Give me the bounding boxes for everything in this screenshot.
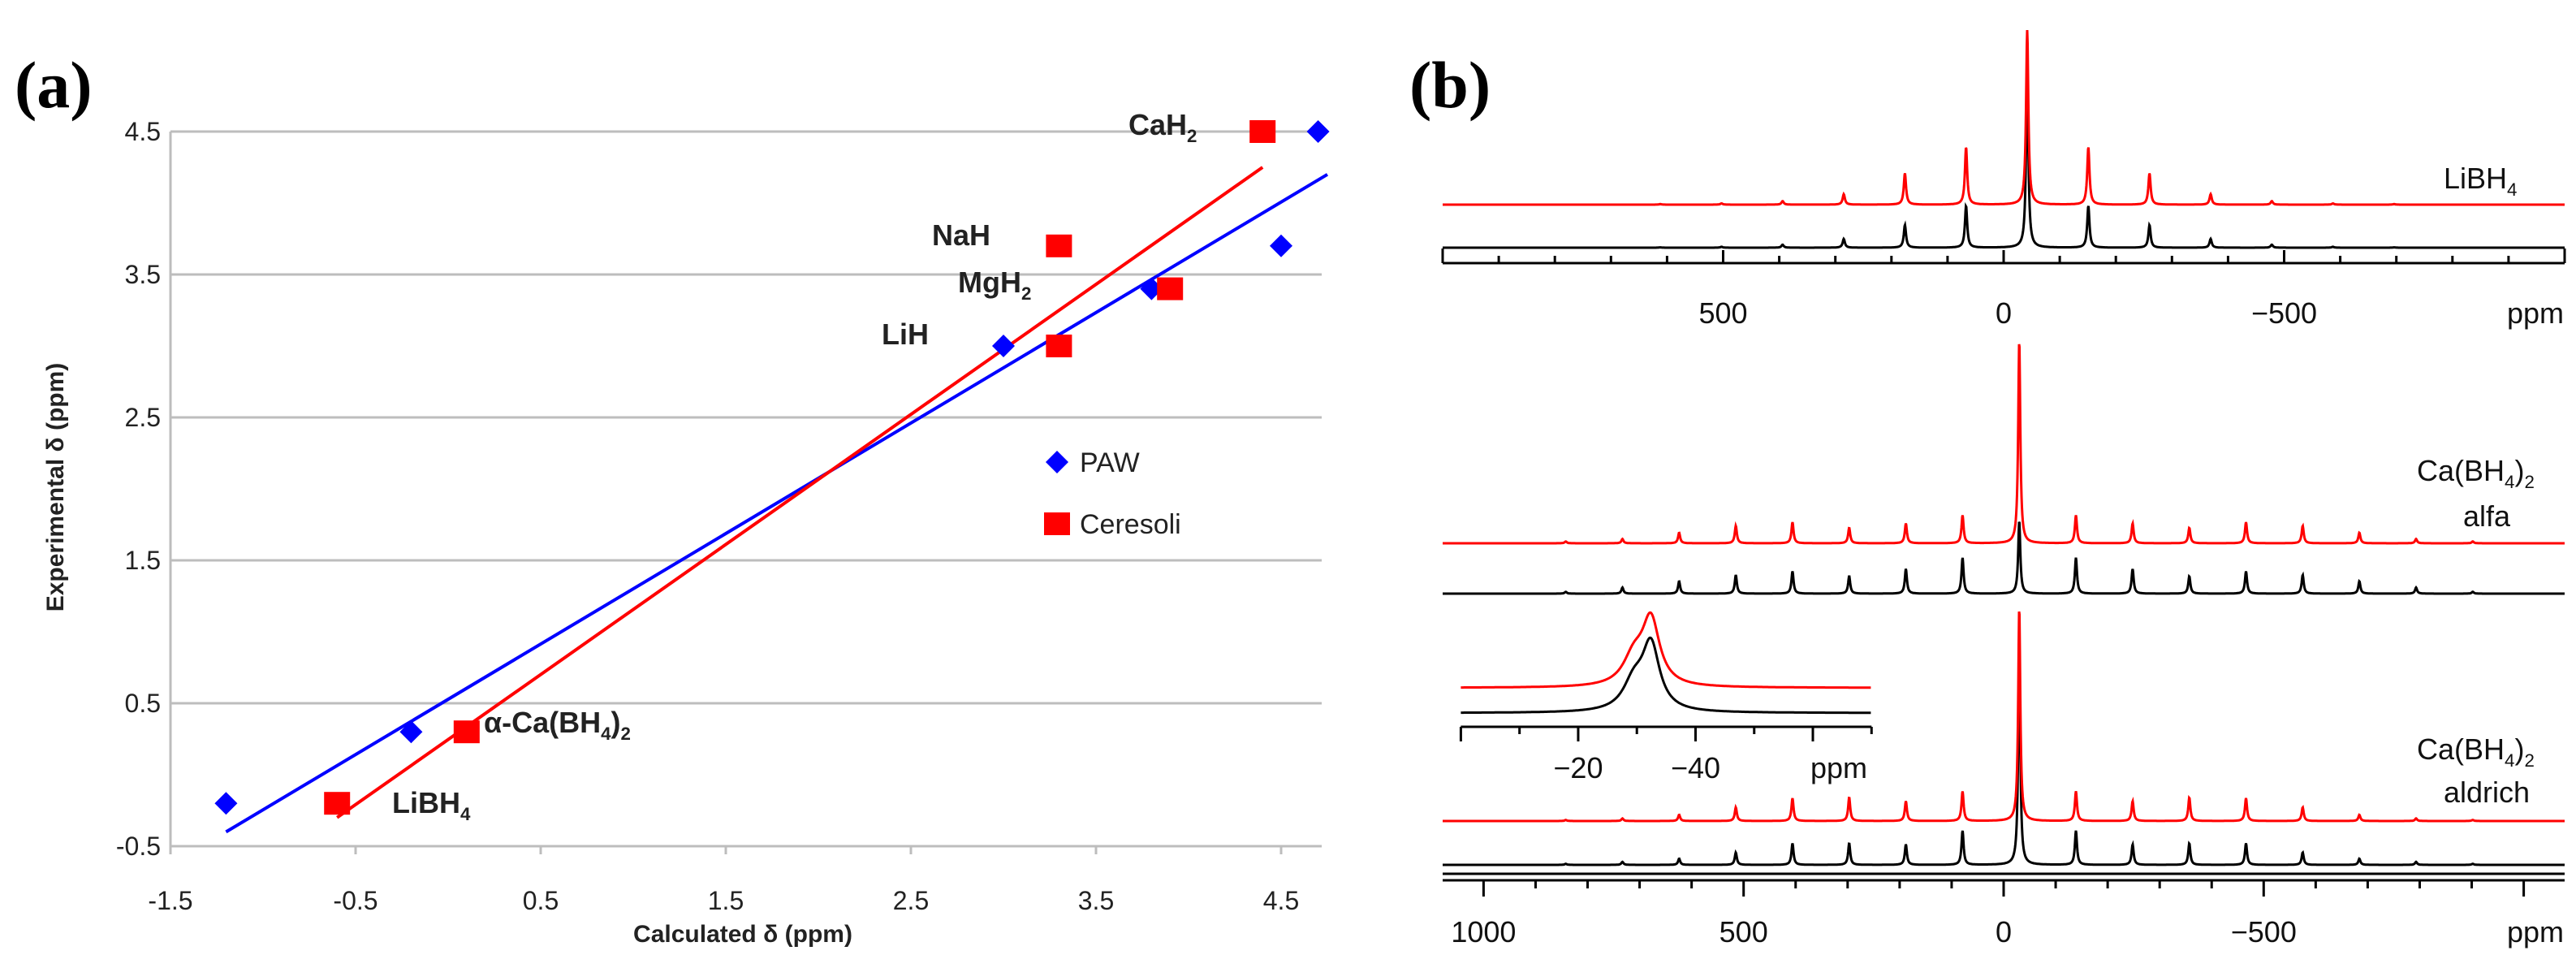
- subscript: 2: [2524, 472, 2534, 492]
- subscript: 4: [2505, 472, 2514, 492]
- point-annotation: CaH2: [1128, 108, 1197, 146]
- spectrum-red: [1443, 344, 2565, 545]
- point-annotation: LiH: [882, 318, 929, 351]
- subscript: 4: [2505, 750, 2514, 771]
- data-point-ceresoli: [1157, 277, 1184, 300]
- spectrum-red: [1443, 29, 2565, 206]
- data-point-ceresoli: [1046, 234, 1072, 257]
- x-tick-label: -1.5: [148, 886, 192, 915]
- bottom-axis-unit: ppm: [2507, 915, 2564, 949]
- label-text: ): [2514, 732, 2524, 766]
- label-text: NaH: [932, 218, 990, 252]
- inset-x-tick-label: −40: [1671, 751, 1720, 784]
- inset-axis-unit: ppm: [1810, 751, 1867, 784]
- data-point-paw: [214, 792, 238, 815]
- top-x-tick-label: 500: [1698, 296, 1747, 330]
- legend-marker-ceresoli: [1044, 512, 1070, 535]
- data-point-paw: [399, 720, 423, 744]
- label-text: ): [2514, 454, 2524, 487]
- subscript: 2: [2524, 750, 2534, 771]
- x-tick-label: 1.5: [708, 886, 744, 915]
- panel-label-b: (b): [1409, 48, 1491, 122]
- point-annotation: MgH2: [958, 266, 1031, 304]
- y-axis-title: Experimental δ (ppm): [42, 363, 69, 612]
- label-text: LiBH: [2444, 162, 2507, 195]
- spectrum-black: [1443, 521, 2565, 595]
- spectrum-black: [1443, 653, 2565, 866]
- fit-line-paw: [225, 173, 1329, 834]
- y-tick-label: 2.5: [125, 403, 161, 432]
- label-text: LiH: [882, 318, 929, 351]
- subscript: 2: [621, 724, 631, 744]
- y-tick-label: -0.5: [116, 832, 161, 861]
- label-text: MgH: [958, 266, 1021, 299]
- point-annotation: α-Ca(BH4)2: [484, 706, 631, 744]
- legend-marker-paw: [1046, 451, 1068, 473]
- label-text: LiBH: [392, 786, 460, 819]
- y-tick-label: 4.5: [125, 117, 161, 146]
- bottom-x-tick-label: 0: [1996, 915, 2012, 949]
- top-axis-unit: ppm: [2507, 296, 2564, 330]
- y-tick-label: 1.5: [125, 546, 161, 575]
- data-point-ceresoli: [1046, 335, 1072, 357]
- data-point-ceresoli: [324, 792, 351, 815]
- spectrum-red: [1443, 611, 2565, 823]
- subscript: 2: [1187, 126, 1197, 146]
- top-x-tick-label: −500: [2251, 296, 2317, 330]
- subscript: 4: [460, 804, 471, 824]
- label-text: α-Ca(BH: [484, 706, 601, 739]
- subscript: 4: [2507, 179, 2517, 200]
- top-x-tick-label: 0: [1996, 296, 2012, 330]
- data-point-paw: [1270, 234, 1292, 257]
- label-text: Ca(BH: [2417, 454, 2505, 487]
- legend-label-ceresoli: Ceresoli: [1080, 509, 1181, 540]
- panel-a-scatter: 4.5 3.5 2.5 1.5 0.5 -0.5 -1.5 -0.5 0.5 1.5 2.5 3.5 4…: [116, 108, 1330, 915]
- data-point-paw: [1306, 120, 1330, 143]
- data-point-ceresoli: [453, 720, 480, 744]
- panel-label-a: (a): [15, 48, 93, 122]
- point-annotation: LiBH4: [392, 786, 471, 824]
- spectrum-black: [1443, 72, 2565, 249]
- spectrum-label-libh4: LiBH4: [2444, 162, 2517, 200]
- bottom-x-tick-label: −500: [2231, 915, 2297, 949]
- x-tick-label: 0.5: [523, 886, 559, 915]
- bottom-x-tick-label: 500: [1719, 915, 1768, 949]
- x-tick-label: -0.5: [333, 886, 378, 915]
- spectrum-label-ca-bh4-alfa: Ca(BH4)2: [2417, 454, 2535, 492]
- label-text: Ca(BH: [2417, 732, 2505, 766]
- label-text: ): [611, 706, 621, 739]
- data-point-paw: [992, 335, 1015, 357]
- spectrum-label2-aldrich: aldrich: [2444, 776, 2530, 809]
- y-tick-label: 0.5: [125, 689, 161, 718]
- point-annotation: NaH: [932, 218, 990, 252]
- inset-spectrum-black: [1461, 636, 1871, 715]
- subscript: 4: [601, 724, 611, 744]
- x-axis-title: Calculated δ (ppm): [633, 921, 852, 948]
- y-tick-label: 3.5: [125, 260, 161, 289]
- spectrum-label2-alfa: alfa: [2463, 499, 2511, 533]
- inset-spectrum-red: [1461, 611, 1871, 689]
- inset-x-tick-label: −20: [1553, 751, 1603, 784]
- data-point-ceresoli: [1249, 120, 1276, 143]
- fit-line-ceresoli: [336, 166, 1264, 819]
- spectrum-label-ca-bh4-aldrich: Ca(BH4)2: [2417, 732, 2535, 771]
- legend-label-paw: PAW: [1080, 447, 1140, 478]
- x-tick-label: 2.5: [893, 886, 929, 915]
- legend: PAW Ceresoli: [1080, 447, 1181, 540]
- x-tick-label: 3.5: [1078, 886, 1114, 915]
- label-text: CaH: [1128, 108, 1187, 141]
- subscript: 2: [1021, 283, 1031, 304]
- x-tick-label: 4.5: [1263, 886, 1299, 915]
- bottom-x-tick-label: 1000: [1451, 915, 1516, 949]
